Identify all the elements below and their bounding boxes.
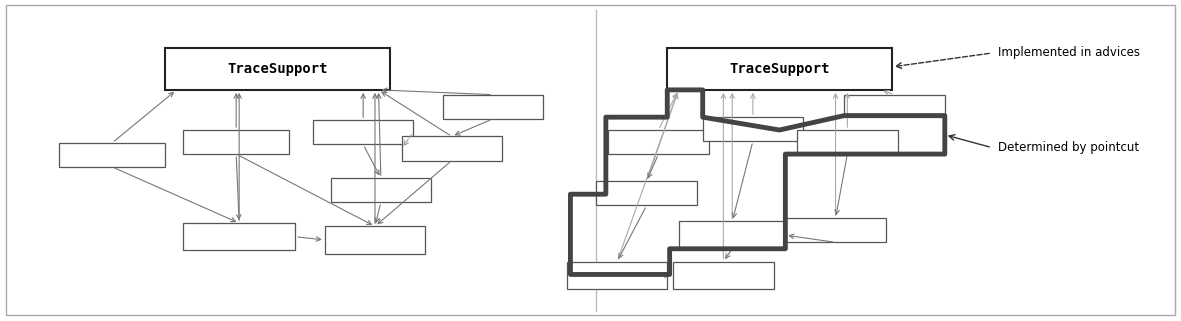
Bar bbox=[797, 130, 898, 154]
Bar bbox=[59, 143, 165, 167]
Bar bbox=[567, 262, 667, 289]
Text: TraceSupport: TraceSupport bbox=[227, 62, 328, 76]
Bar bbox=[402, 136, 502, 160]
Text: Determined by pointcut: Determined by pointcut bbox=[998, 141, 1138, 154]
Bar bbox=[165, 48, 390, 90]
Bar bbox=[596, 181, 697, 205]
Bar bbox=[673, 262, 774, 289]
Bar bbox=[183, 130, 289, 154]
Text: TraceSupport: TraceSupport bbox=[729, 62, 830, 76]
Bar bbox=[785, 218, 886, 242]
Bar bbox=[313, 120, 413, 144]
Bar bbox=[608, 130, 709, 154]
Bar bbox=[703, 117, 803, 141]
Bar bbox=[667, 48, 892, 90]
Bar bbox=[844, 95, 945, 117]
Bar bbox=[679, 221, 785, 249]
Bar bbox=[325, 226, 425, 254]
Bar bbox=[331, 178, 431, 202]
Text: Implemented in advices: Implemented in advices bbox=[998, 47, 1140, 59]
Bar bbox=[183, 223, 295, 250]
Bar bbox=[443, 95, 543, 119]
